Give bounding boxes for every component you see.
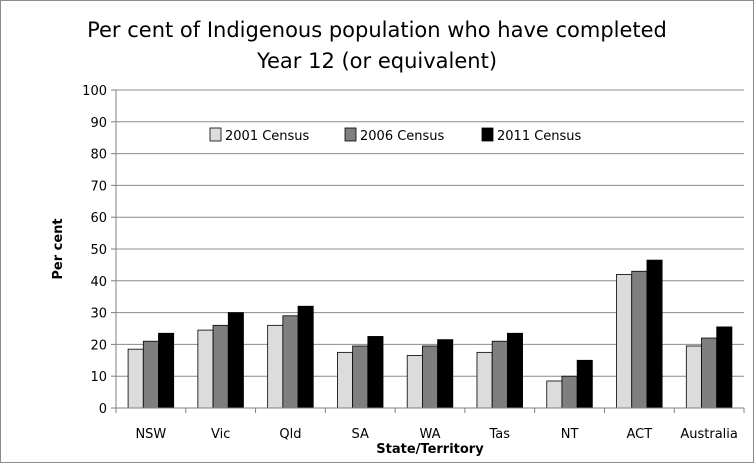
x-tick-label: NT	[561, 427, 579, 442]
y-tick-label: 20	[90, 338, 107, 353]
bar	[212, 324, 229, 409]
bar	[406, 355, 423, 409]
y-tick-label: 90	[90, 116, 107, 131]
y-tick-label: 100	[82, 84, 107, 99]
bar	[546, 380, 563, 409]
legend-swatch	[481, 127, 494, 142]
legend-swatch	[344, 127, 357, 142]
x-tick-label: Australia	[680, 427, 738, 442]
bar	[701, 337, 718, 409]
bars	[127, 259, 733, 409]
y-tick-label: 30	[90, 307, 107, 322]
y-tick-label: 0	[99, 402, 107, 417]
axes: 0 10 20 30 40 50 60 70 80 90 100 NSW Vic Qld SA WA Tas NT…	[51, 84, 745, 457]
bar	[142, 340, 159, 409]
x-tick-label: SA	[352, 427, 369, 442]
y-axis-title: Per cent	[51, 218, 66, 279]
bar	[506, 332, 523, 409]
bar	[367, 336, 384, 409]
bar	[561, 375, 578, 409]
bar	[685, 345, 702, 409]
bar	[227, 312, 244, 409]
legend: 2001 Census 2006 Census 2011 Census	[209, 127, 582, 144]
bar	[282, 315, 299, 409]
bar	[576, 359, 593, 409]
bar	[267, 324, 284, 409]
bar	[631, 270, 648, 409]
bar	[646, 259, 663, 409]
x-tick-label: Tas	[489, 427, 511, 442]
legend-label: 2001 Census	[225, 129, 310, 144]
bar	[437, 339, 454, 409]
bar	[297, 305, 314, 409]
bar	[421, 345, 438, 409]
legend-label: 2011 Census	[497, 129, 582, 144]
legend-label: 2006 Census	[360, 129, 445, 144]
bar	[197, 329, 214, 409]
chart-title-line2: Year 12 (or equivalent)	[256, 49, 498, 73]
bar	[158, 332, 175, 409]
bar	[716, 326, 733, 409]
bar	[476, 351, 493, 409]
y-tick-label: 60	[90, 211, 107, 226]
x-tick-label: WA	[419, 427, 440, 442]
x-tick-label: NSW	[135, 427, 166, 442]
bar	[491, 340, 508, 409]
y-tick-label: 70	[90, 179, 107, 194]
x-axis-title: State/Territory	[376, 442, 484, 457]
y-tick-label: 80	[90, 148, 107, 163]
chart-title-line1: Per cent of Indigenous population who ha…	[87, 18, 667, 42]
legend-swatch	[209, 127, 222, 142]
x-tick-label: ACT	[626, 427, 652, 442]
bar	[352, 345, 369, 409]
x-tick-label: Vic	[211, 427, 230, 442]
y-tick-label: 10	[90, 370, 107, 385]
bar	[616, 274, 633, 409]
bar	[127, 348, 144, 409]
bar	[337, 351, 354, 409]
y-tick-label: 50	[90, 243, 107, 258]
x-tick-label: Qld	[279, 427, 301, 442]
y-tick-label: 40	[90, 275, 107, 290]
